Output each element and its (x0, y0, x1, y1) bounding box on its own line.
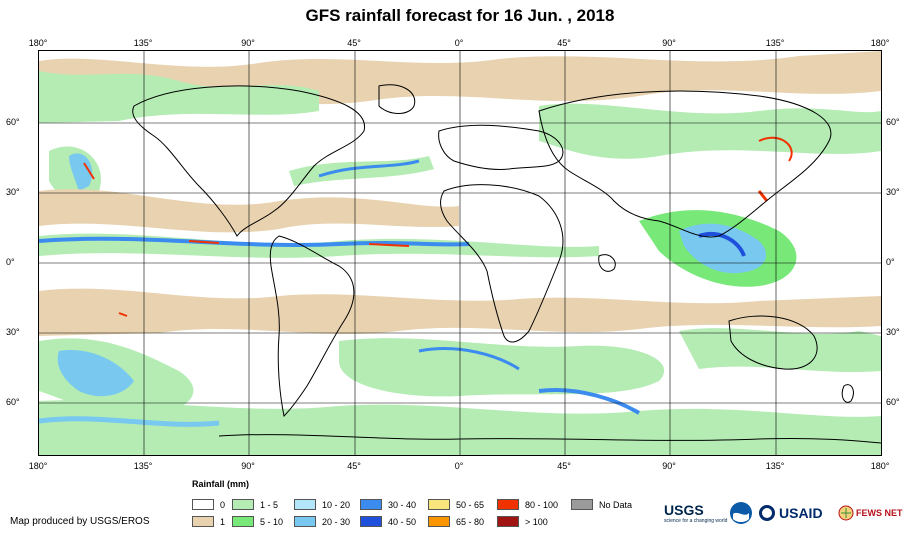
usgs-logo-text: USGS (664, 502, 704, 518)
legend-item: 20 - 30 (294, 515, 350, 528)
graticule (39, 51, 881, 455)
legend-item: 5 - 10 (232, 515, 283, 528)
usaid-logo: USAID (758, 498, 823, 528)
legend-item: 30 - 40 (360, 498, 416, 511)
legend-swatch (497, 516, 519, 527)
legend-label: 30 - 40 (388, 499, 417, 510)
lat-tick-right: 30° (886, 327, 900, 337)
usgs-tagline: science for a changing world (664, 518, 728, 524)
lon-tick-top: 180° (28, 38, 48, 48)
legend-swatch (192, 499, 214, 510)
lon-tick-top: 0° (454, 38, 464, 48)
lon-tick-bottom: 135° (133, 461, 153, 471)
noaa-logo (729, 498, 753, 528)
legend-item: 1 - 5 (232, 498, 278, 511)
legend-item: 50 - 65 (428, 498, 484, 511)
lat-tick-right: 30° (886, 187, 900, 197)
lon-tick-bottom: 45° (347, 461, 361, 471)
legend-item: No Data (571, 498, 632, 511)
usaid-seal-icon (759, 505, 775, 521)
lat-tick-left: 0° (6, 257, 15, 267)
legend-label: 1 - 5 (260, 499, 279, 510)
lon-tick-top: 135° (133, 38, 153, 48)
legend-swatch (232, 516, 254, 527)
lon-tick-bottom: 180° (28, 461, 48, 471)
legend-swatch (294, 516, 316, 527)
legend-swatch (360, 499, 382, 510)
legend-item: 40 - 50 (360, 515, 416, 528)
lat-tick-left: 60° (6, 397, 20, 407)
lon-tick-bottom: 90° (662, 461, 676, 471)
legend-swatch (428, 499, 450, 510)
lon-tick-top: 90° (241, 38, 255, 48)
legend-swatch (192, 516, 214, 527)
usaid-logo-text: USAID (779, 505, 823, 521)
lon-tick-bottom: 135° (765, 461, 785, 471)
fews-net-globe-icon (838, 505, 854, 521)
legend-label: 80 - 100 (525, 499, 559, 510)
lon-tick-top: 45° (557, 38, 571, 48)
legend-label: 1 (220, 516, 226, 527)
legend-label: 50 - 65 (456, 499, 485, 510)
usgs-logo: USGS science for a changing world (664, 498, 727, 528)
credit-text: Map produced by USGS/EROS (10, 516, 150, 527)
legend-item: 0 (192, 498, 225, 511)
legend-item: > 100 (497, 515, 548, 528)
lon-tick-bottom: 90° (241, 461, 255, 471)
legend-label: 5 - 10 (260, 516, 284, 527)
legend-label: 10 - 20 (322, 499, 351, 510)
legend-swatch (294, 499, 316, 510)
coastlines (132, 84, 881, 444)
legend-item: 1 (192, 515, 225, 528)
noaa-logo-icon (730, 502, 752, 524)
lat-tick-right: 60° (886, 397, 900, 407)
lon-tick-top: 135° (765, 38, 785, 48)
legend-swatch (497, 499, 519, 510)
lon-tick-top: 180° (870, 38, 890, 48)
lat-tick-right: 60° (886, 117, 900, 127)
legend-label: > 100 (525, 516, 548, 527)
legend-label: 20 - 30 (322, 516, 351, 527)
legend-label: 65 - 80 (456, 516, 485, 527)
legend-swatch (428, 516, 450, 527)
map-title: GFS rainfall forecast for 16 Jun. , 2018 (305, 6, 615, 25)
lon-tick-bottom: 180° (870, 461, 890, 471)
lat-tick-left: 30° (6, 187, 20, 197)
legend-swatch (360, 516, 382, 527)
legend-swatch (571, 499, 593, 510)
legend-label: 0 (220, 499, 226, 510)
lon-tick-top: 45° (347, 38, 361, 48)
legend-label: 40 - 50 (388, 516, 417, 527)
rainfall-map (38, 50, 882, 456)
legend-item: 80 - 100 (497, 498, 558, 511)
legend-swatch (232, 499, 254, 510)
lon-tick-top: 90° (662, 38, 676, 48)
rainfall-map-svg (39, 51, 881, 455)
legend-item: 10 - 20 (294, 498, 350, 511)
legend-label: No Data (599, 499, 633, 510)
lon-tick-bottom: 45° (557, 461, 571, 471)
legend-item: 65 - 80 (428, 515, 484, 528)
lat-tick-left: 30° (6, 327, 20, 337)
lat-tick-left: 60° (6, 117, 20, 127)
fews-net-logo: FEWS NET (838, 498, 903, 528)
legend-title: Rainfall (mm) (192, 479, 250, 489)
lon-tick-bottom: 0° (454, 461, 464, 471)
rainfall-field (39, 51, 881, 455)
lat-tick-right: 0° (886, 257, 895, 267)
fews-net-logo-text: FEWS NET (856, 508, 903, 518)
